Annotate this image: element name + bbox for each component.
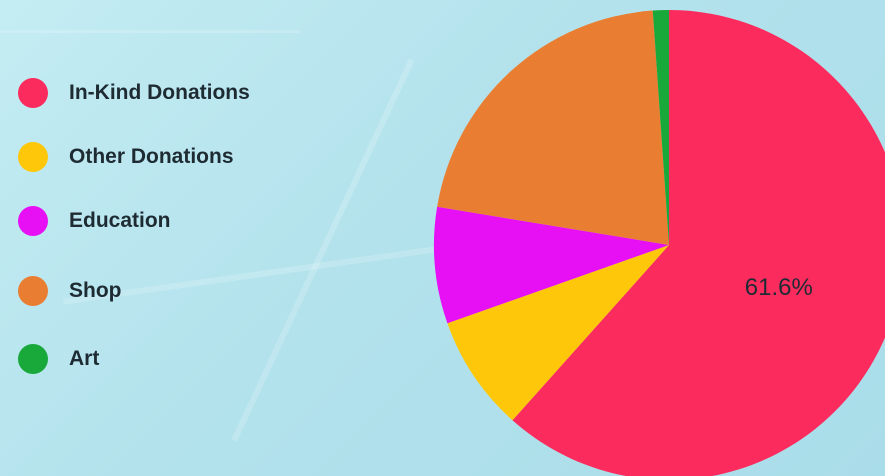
legend-swatch xyxy=(18,206,48,236)
pie-labels: 61.6% xyxy=(745,274,813,301)
pie-slice-other-donations xyxy=(447,245,669,421)
legend-label: Art xyxy=(69,347,100,370)
legend-item-other-donations: Other Donations xyxy=(18,142,234,172)
legend-swatch xyxy=(18,276,48,306)
pie-slice-education xyxy=(434,206,669,324)
pie-slice-art xyxy=(652,10,669,245)
legend-item-in-kind-donations: In-Kind Donations xyxy=(18,78,250,108)
pie-slices xyxy=(434,10,885,476)
legend-swatch xyxy=(18,78,48,108)
legend-swatch xyxy=(18,142,48,172)
legend-item-education: Education xyxy=(18,206,171,236)
legend-label: In-Kind Donations xyxy=(69,81,250,104)
pie-slice-in-kind-donations xyxy=(512,10,885,476)
legend-swatch xyxy=(18,344,48,374)
legend-label: Other Donations xyxy=(69,145,234,168)
pie-slice-shop xyxy=(437,10,669,245)
slice-data-label: 61.6% xyxy=(745,274,813,301)
legend-item-art: Art xyxy=(18,344,99,374)
legend-label: Education xyxy=(69,209,171,232)
legend-item-shop: Shop xyxy=(18,276,122,306)
legend-label: Shop xyxy=(69,279,122,302)
